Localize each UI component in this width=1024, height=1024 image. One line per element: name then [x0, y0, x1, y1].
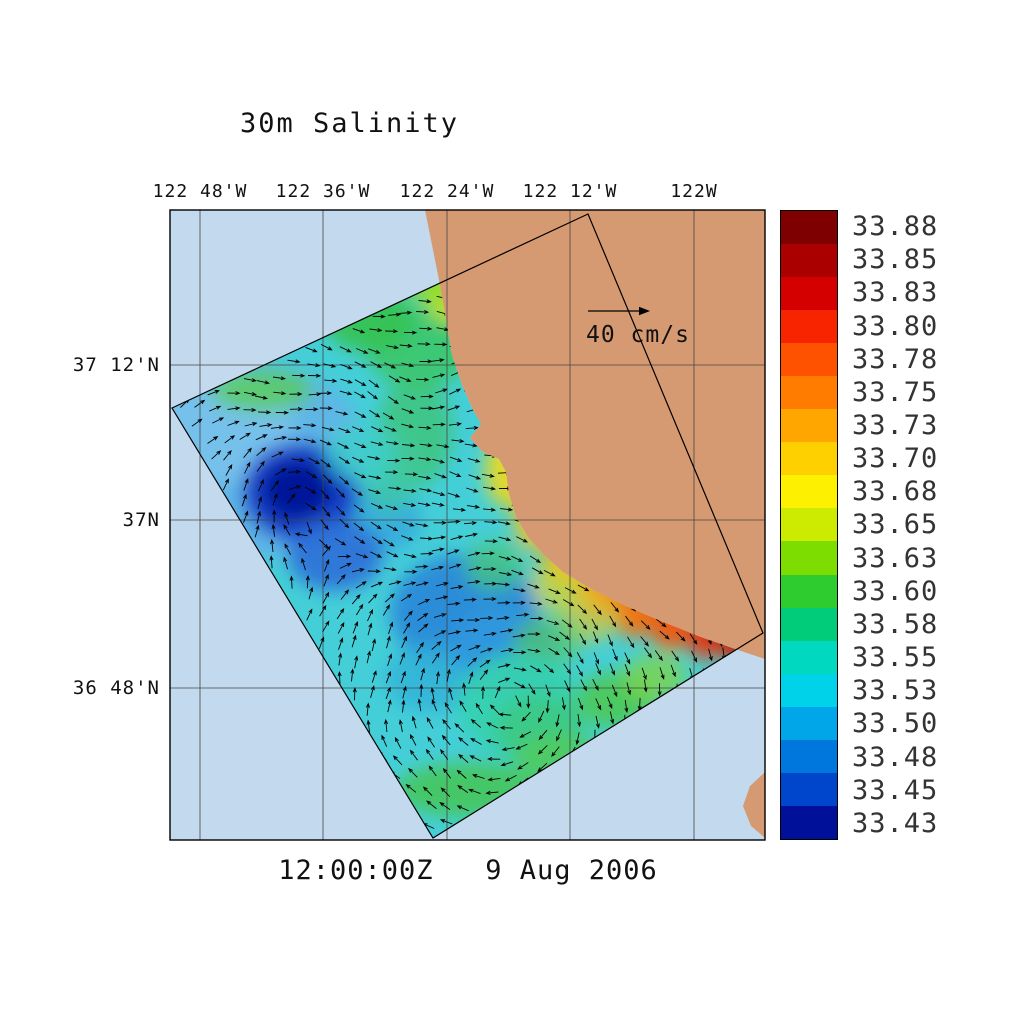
colorbar-label: 33.83 [852, 277, 939, 309]
colorbar-segment [781, 310, 837, 344]
colorbar-label: 33.50 [852, 708, 939, 740]
colorbar-label: 33.58 [852, 608, 939, 640]
colorbar-label: 33.70 [852, 443, 939, 475]
colorbar-segment [781, 376, 837, 410]
colorbar-segment [781, 772, 837, 806]
colorbar-segment [781, 244, 837, 278]
top-axis-label: 122 12'W [522, 181, 618, 202]
left-axis: 37 12'N 37N 36 48'N [0, 0, 160, 1024]
colorbar-label: 33.68 [852, 476, 939, 508]
colorbar-segment [781, 442, 837, 476]
colorbar-label: 33.60 [852, 575, 939, 607]
velocity-scale-label: 40 cm/s [586, 322, 690, 348]
model-domain-outline [171, 213, 764, 839]
timestamp: 12:00:00Z 9 Aug 2006 [278, 855, 658, 886]
colorbar-label: 33.65 [852, 509, 939, 541]
colorbar-label: 33.73 [852, 410, 939, 442]
top-axis: 122 48'W 122 36'W 122 24'W 122 12'W 122W [0, 181, 1024, 205]
colorbar-label: 33.88 [852, 211, 939, 243]
colorbar-segment [781, 343, 837, 377]
colorbar-segment [781, 673, 837, 707]
top-axis-label: 122W [670, 181, 718, 202]
colorbar-segment [781, 277, 837, 311]
colorbar-label: 33.63 [852, 542, 939, 574]
velocity-scale-arrow [588, 306, 650, 316]
colorbar-label: 33.48 [852, 741, 939, 773]
colorbar-label: 33.53 [852, 675, 939, 707]
colorbar-segment [781, 805, 837, 839]
colorbar-label: 33.43 [852, 807, 939, 839]
colorbar-segment [781, 475, 837, 509]
colorbar-segment [781, 607, 837, 641]
plot-frame [169, 209, 766, 841]
left-axis-label: 37 12'N [72, 354, 160, 376]
left-axis-label: 36 48'N [72, 677, 160, 699]
top-axis-label: 122 24'W [399, 181, 495, 202]
colorbar-segment [781, 640, 837, 674]
colorbar [780, 210, 838, 840]
colorbar-segment [781, 211, 837, 245]
colorbar-segment [781, 706, 837, 740]
colorbar-segment [781, 409, 837, 443]
current-vectors [180, 228, 759, 829]
colorbar-label: 33.80 [852, 310, 939, 342]
colorbar-segment [781, 541, 837, 575]
top-axis-label: 122 48'W [152, 181, 248, 202]
left-axis-label: 37N [122, 509, 160, 531]
top-axis-label: 122 36'W [275, 181, 371, 202]
colorbar-segment [781, 739, 837, 773]
colorbar-label: 33.78 [852, 343, 939, 375]
colorbar-label: 33.85 [852, 244, 939, 276]
colorbar-segments [781, 211, 837, 839]
figure-title: 30m Salinity [240, 108, 460, 139]
colorbar-label: 33.75 [852, 376, 939, 408]
land-patch-south [743, 772, 765, 838]
colorbar-segment [781, 574, 837, 608]
colorbar-label: 33.55 [852, 642, 939, 674]
colorbar-label: 33.45 [852, 774, 939, 806]
colorbar-segment [781, 508, 837, 542]
colorbar-labels: 33.88 33.85 33.83 33.80 33.78 33.75 33.73 33.70… [852, 210, 938, 840]
